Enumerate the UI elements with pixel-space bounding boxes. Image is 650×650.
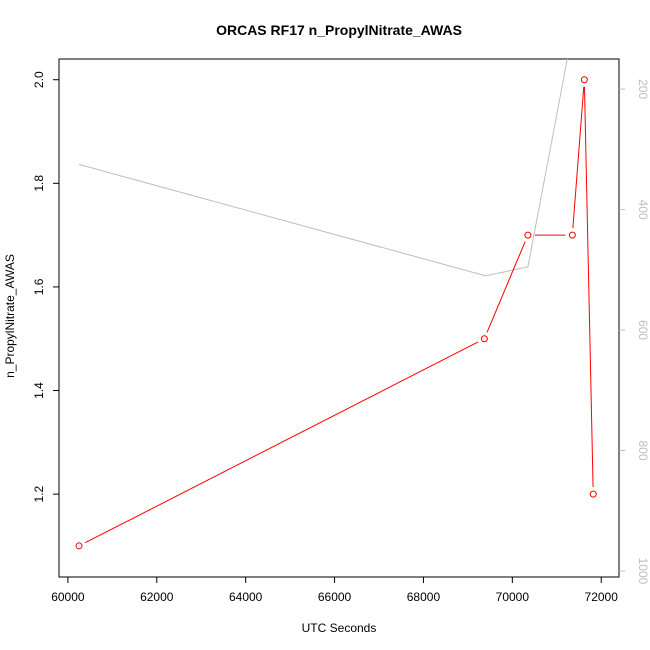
y-tick-label: 1.4 xyxy=(32,382,46,399)
series-segment xyxy=(572,86,585,229)
x-tick-label: 64000 xyxy=(229,590,263,604)
x-axis: 60000 62000 64000 66000 68000 70000 72000 xyxy=(51,577,618,604)
y-tick-label: 1.2 xyxy=(32,485,46,502)
x-tick-label: 62000 xyxy=(140,590,174,604)
y2-tick-label: 1000 xyxy=(636,558,650,585)
data-point xyxy=(75,542,83,550)
data-point xyxy=(568,231,576,239)
series-segment xyxy=(583,86,594,488)
altitude-line xyxy=(78,59,568,277)
y2-tick-label: 200 xyxy=(636,79,650,99)
series-layer xyxy=(75,59,597,550)
y2-tick-label: 600 xyxy=(636,320,650,340)
x-tick-label: 70000 xyxy=(496,590,530,604)
y-tick-label: 2.0 xyxy=(32,71,46,88)
x-axis-label: UTC Seconds xyxy=(302,621,377,635)
data-point xyxy=(524,231,532,239)
plot-frame xyxy=(58,58,620,578)
y-tick-label: 1.6 xyxy=(32,278,46,295)
y-axis-label: n_PropylNitrate_AWAS xyxy=(3,254,17,378)
series-segment xyxy=(486,241,526,333)
x-tick-label: 60000 xyxy=(51,590,85,604)
data-point xyxy=(580,76,588,84)
y-axis: 1.2 1.4 1.6 1.8 2.0 xyxy=(32,71,59,502)
y2-axis: 200 400 600 800 1000 xyxy=(619,79,650,585)
y2-tick-label: 400 xyxy=(636,200,650,220)
chart-title: ORCAS RF17 n_PropylNitrate_AWAS xyxy=(216,22,462,38)
series-segment xyxy=(85,341,479,544)
data-point xyxy=(589,490,597,498)
data-point xyxy=(480,335,488,343)
y-tick-label: 1.8 xyxy=(32,175,46,192)
x-tick-label: 68000 xyxy=(407,590,441,604)
x-tick-label: 66000 xyxy=(318,590,352,604)
x-tick-label: 72000 xyxy=(585,590,619,604)
y2-tick-label: 800 xyxy=(636,440,650,460)
